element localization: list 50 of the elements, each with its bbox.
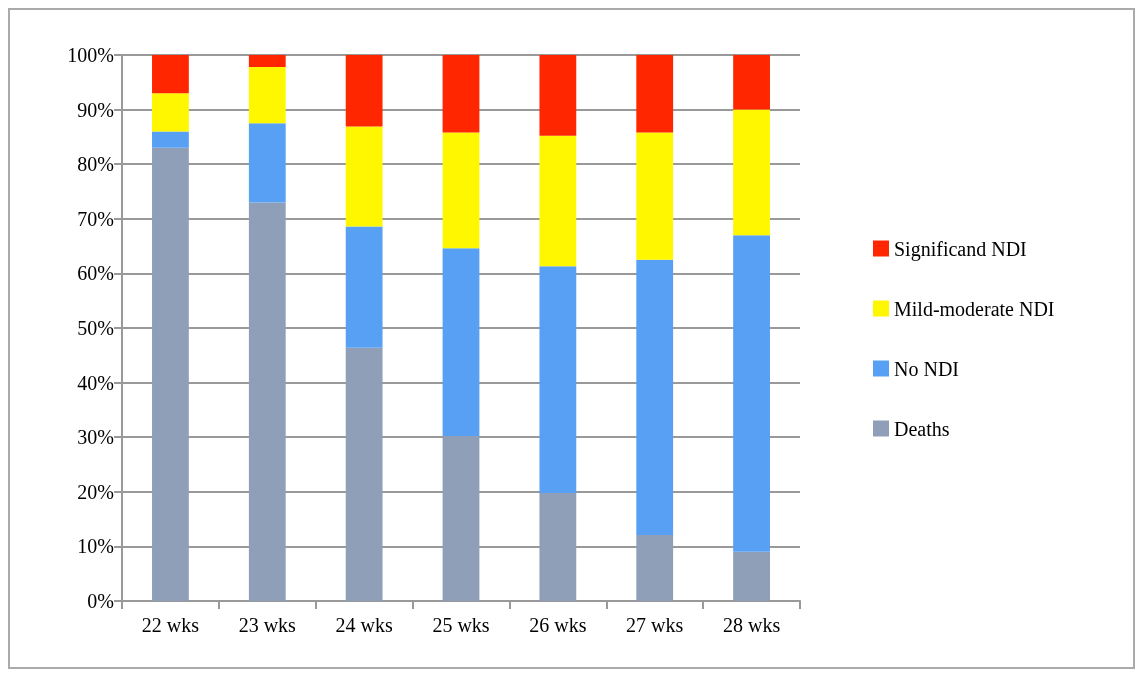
bar	[152, 147, 189, 601]
x-tick-label: 24 wks	[335, 614, 393, 636]
x-tick-label: 26 wks	[529, 614, 587, 636]
y-tick-label: 90%	[77, 98, 114, 121]
y-tick-label: 100%	[67, 44, 114, 66]
bar	[345, 55, 383, 127]
bar	[345, 126, 383, 227]
bar	[248, 55, 286, 68]
legend-label: Mild-moderate NDI	[894, 297, 1055, 320]
y-tick-label: 70%	[77, 207, 114, 230]
legend-label: No NDI	[894, 357, 959, 380]
x-tick-label: 25 wks	[432, 614, 490, 636]
bar	[152, 55, 189, 94]
bar	[442, 436, 480, 601]
x-tick-label: 28 wks	[722, 614, 781, 636]
y-tick-label: 60%	[77, 262, 114, 285]
bar	[248, 123, 286, 203]
bar	[442, 55, 480, 133]
bar	[733, 109, 770, 236]
bar	[248, 202, 286, 601]
x-tick-label: 27 wks	[626, 614, 684, 636]
bar	[733, 551, 770, 601]
bar	[442, 132, 480, 249]
bar	[733, 55, 770, 110]
bar	[636, 132, 674, 260]
y-tick-label: 20%	[77, 480, 114, 503]
x-tick-label: 23 wks	[238, 614, 297, 636]
y-tick-label: 0%	[87, 590, 114, 612]
bar	[539, 55, 577, 136]
bar	[636, 534, 674, 601]
bar	[539, 135, 577, 267]
bar	[539, 266, 577, 493]
bar	[733, 235, 770, 552]
legend-label: Significand NDI	[894, 237, 1027, 261]
bar	[152, 131, 189, 148]
y-tick-label: 30%	[77, 426, 114, 449]
y-tick-label: 40%	[77, 371, 114, 394]
bar	[636, 55, 674, 133]
y-tick-label: 80%	[77, 153, 114, 176]
y-tick-label: 50%	[77, 317, 114, 339]
bar	[152, 93, 189, 132]
bar	[442, 248, 480, 437]
bar	[345, 347, 383, 601]
legend-label: Deaths	[894, 417, 950, 440]
x-tick-label: 22 wks	[141, 614, 200, 636]
bar	[248, 67, 286, 124]
y-tick-label: 10%	[77, 535, 114, 558]
bar	[539, 492, 577, 601]
bar	[345, 226, 383, 348]
bar	[636, 259, 674, 535]
